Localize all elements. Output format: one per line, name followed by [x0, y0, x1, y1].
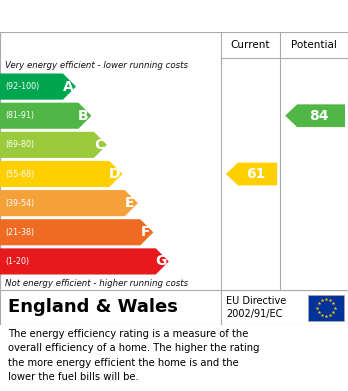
Text: A: A	[63, 80, 73, 93]
Text: Energy Efficiency Rating: Energy Efficiency Rating	[8, 9, 229, 23]
Polygon shape	[0, 219, 153, 246]
Text: EU Directive: EU Directive	[226, 296, 286, 306]
Bar	[308, 294, 344, 321]
Text: (81-91): (81-91)	[5, 111, 34, 120]
Text: The energy efficiency rating is a measure of the
overall efficiency of a home. T: The energy efficiency rating is a measur…	[8, 329, 260, 382]
Polygon shape	[226, 163, 277, 185]
Text: B: B	[78, 109, 89, 123]
Polygon shape	[0, 74, 76, 100]
Text: Current: Current	[231, 40, 270, 50]
Text: (21-38): (21-38)	[5, 228, 34, 237]
Polygon shape	[285, 104, 345, 127]
Text: England & Wales: England & Wales	[8, 298, 178, 316]
Text: F: F	[141, 225, 150, 239]
Text: 2002/91/EC: 2002/91/EC	[226, 310, 282, 319]
Text: D: D	[109, 167, 120, 181]
Text: Potential: Potential	[291, 40, 337, 50]
Text: (69-80): (69-80)	[5, 140, 34, 149]
Text: (55-68): (55-68)	[5, 170, 34, 179]
Text: G: G	[155, 255, 166, 269]
Text: 61: 61	[246, 167, 265, 181]
Text: Not energy efficient - higher running costs: Not energy efficient - higher running co…	[5, 278, 188, 287]
Text: 84: 84	[309, 109, 329, 123]
Polygon shape	[0, 248, 169, 274]
Text: C: C	[94, 138, 104, 152]
Text: (39-54): (39-54)	[5, 199, 34, 208]
Text: (92-100): (92-100)	[5, 82, 39, 91]
Polygon shape	[0, 132, 107, 158]
Text: Very energy efficient - lower running costs: Very energy efficient - lower running co…	[5, 61, 188, 70]
Text: E: E	[125, 196, 135, 210]
Text: (1-20): (1-20)	[5, 257, 29, 266]
Polygon shape	[0, 161, 122, 187]
Polygon shape	[0, 190, 138, 216]
Polygon shape	[0, 103, 92, 129]
